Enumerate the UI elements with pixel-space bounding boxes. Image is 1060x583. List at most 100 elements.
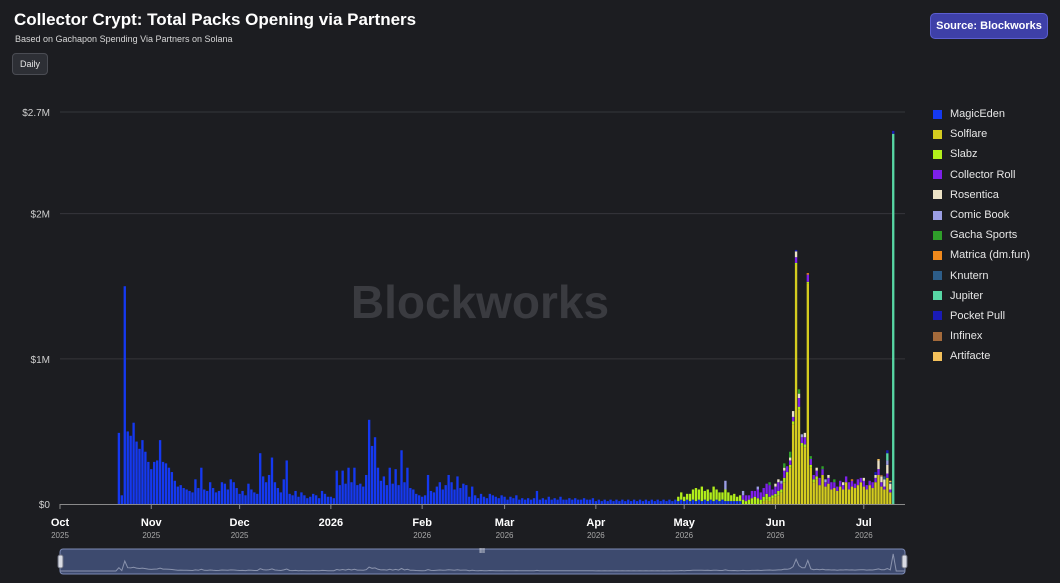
bar-segment[interactable]	[718, 492, 721, 502]
bar-segment[interactable]	[459, 488, 462, 504]
bar-segment[interactable]	[768, 496, 771, 502]
bar-segment[interactable]	[880, 482, 883, 487]
bar-segment[interactable]	[886, 450, 889, 454]
bar-segment[interactable]	[880, 486, 883, 504]
bar-segment[interactable]	[538, 499, 542, 504]
legend-item[interactable]: Solflare	[933, 124, 1058, 144]
bar-segment[interactable]	[797, 398, 801, 407]
bar-segment[interactable]	[347, 467, 350, 504]
bar-segment[interactable]	[379, 480, 383, 504]
bar-segment[interactable]	[300, 492, 303, 504]
bar-segment[interactable]	[362, 486, 365, 504]
navigator-handle-right[interactable]	[901, 554, 908, 569]
bar-segment[interactable]	[753, 490, 757, 497]
legend-item[interactable]: Slabz	[933, 144, 1058, 164]
bar-segment[interactable]	[650, 499, 653, 504]
bar-segment[interactable]	[370, 445, 374, 504]
bar-segment[interactable]	[889, 489, 892, 493]
bar-segment[interactable]	[892, 133, 895, 504]
bar-segment[interactable]	[827, 483, 830, 504]
bar-segment[interactable]	[241, 490, 244, 504]
bar-segment[interactable]	[836, 486, 839, 491]
bar-segment[interactable]	[783, 463, 786, 468]
bar-segment[interactable]	[597, 499, 600, 504]
bar-segment[interactable]	[309, 496, 312, 504]
bar-segment[interactable]	[494, 496, 497, 504]
bar-segment[interactable]	[715, 499, 718, 504]
bar-segment[interactable]	[223, 483, 227, 504]
bar-segment[interactable]	[326, 496, 330, 504]
bar-segment[interactable]	[553, 498, 556, 504]
bar-segment[interactable]	[420, 496, 424, 504]
bar-segment[interactable]	[685, 499, 689, 504]
bar-segment[interactable]	[208, 482, 212, 504]
bar-segment[interactable]	[556, 499, 559, 504]
legend-item[interactable]: Gacha Sports	[933, 225, 1058, 245]
bar-segment[interactable]	[465, 485, 468, 504]
bar-segment[interactable]	[786, 466, 789, 473]
bar-segment[interactable]	[550, 499, 553, 504]
bar-segment[interactable]	[730, 501, 733, 504]
bar-segment[interactable]	[641, 501, 645, 504]
bar-segment[interactable]	[688, 501, 692, 504]
bar-segment[interactable]	[582, 498, 586, 504]
bar-segment[interactable]	[806, 283, 810, 504]
bar-segment[interactable]	[155, 460, 159, 504]
bar-segment[interactable]	[833, 488, 836, 504]
bar-segment[interactable]	[738, 501, 742, 504]
bar-segment[interactable]	[744, 495, 748, 502]
bar-segment[interactable]	[744, 501, 748, 504]
bar-segment[interactable]	[447, 474, 450, 504]
legend-item[interactable]: Knutern	[933, 266, 1058, 286]
bar-segment[interactable]	[170, 472, 174, 504]
bar-segment[interactable]	[694, 501, 698, 504]
bar-segment[interactable]	[780, 480, 783, 484]
bar-segment[interactable]	[441, 489, 444, 504]
bar-segment[interactable]	[571, 499, 574, 504]
legend-item[interactable]: Infinex	[933, 326, 1058, 346]
bar-segment[interactable]	[850, 480, 854, 487]
bar-segment[interactable]	[176, 486, 179, 504]
bar-segment[interactable]	[836, 490, 839, 504]
bar-segment[interactable]	[833, 482, 836, 489]
bar-segment[interactable]	[889, 483, 892, 490]
bar-segment[interactable]	[591, 498, 595, 504]
bar-segment[interactable]	[568, 498, 571, 504]
bar-segment[interactable]	[415, 493, 418, 504]
navigator-grip[interactable]: III	[479, 548, 485, 555]
bar-segment[interactable]	[126, 431, 129, 504]
bar-segment[interactable]	[789, 464, 792, 468]
bar-segment[interactable]	[783, 477, 786, 483]
bar-segment[interactable]	[765, 483, 768, 494]
bar-segment[interactable]	[409, 488, 412, 504]
bar-segment[interactable]	[120, 495, 124, 504]
bar-segment[interactable]	[889, 492, 892, 504]
bar-segment[interactable]	[886, 473, 889, 478]
bar-segment[interactable]	[332, 498, 335, 504]
bar-segment[interactable]	[200, 467, 203, 504]
bar-segment[interactable]	[697, 499, 701, 504]
bar-segment[interactable]	[391, 483, 394, 504]
bar-segment[interactable]	[559, 496, 562, 504]
bar-segment[interactable]	[868, 480, 871, 486]
bar-segment[interactable]	[577, 499, 580, 504]
legend-item[interactable]: Comic Book	[933, 205, 1058, 225]
bar-segment[interactable]	[794, 251, 798, 258]
period-daily-button[interactable]: Daily	[12, 53, 49, 75]
bar-segment[interactable]	[588, 499, 592, 504]
bar-segment[interactable]	[815, 470, 818, 477]
bar-segment[interactable]	[865, 489, 868, 504]
bar-segment[interactable]	[585, 499, 589, 504]
bar-segment[interactable]	[674, 499, 677, 504]
bar-segment[interactable]	[886, 464, 889, 474]
bar-segment[interactable]	[512, 498, 515, 504]
bar-segment[interactable]	[435, 486, 439, 504]
bar-segment[interactable]	[850, 486, 854, 504]
bar-segment[interactable]	[724, 480, 727, 490]
bar-segment[interactable]	[892, 130, 895, 134]
bar-segment[interactable]	[500, 495, 503, 504]
bar-segment[interactable]	[630, 501, 633, 504]
bar-segment[interactable]	[874, 472, 877, 475]
bar-segment[interactable]	[762, 488, 765, 497]
bar-segment[interactable]	[800, 437, 804, 444]
